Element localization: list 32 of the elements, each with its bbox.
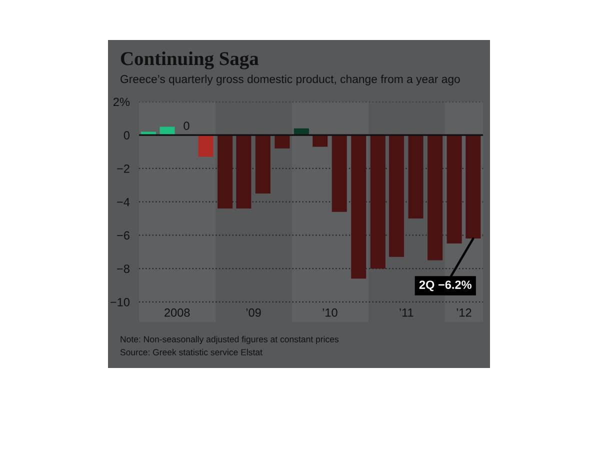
bar bbox=[446, 135, 462, 244]
y-tick-label: −6 bbox=[117, 231, 130, 240]
chart-title: Continuing Saga bbox=[120, 52, 259, 70]
x-tick-label: ’11 bbox=[400, 308, 414, 317]
y-tick-label: −4 bbox=[117, 198, 130, 206]
bar bbox=[389, 135, 404, 257]
bar bbox=[198, 135, 214, 157]
chart-subtitle: Greece’s quarterly gross domestic product, change from a year ago bbox=[120, 74, 460, 86]
y-tick-label: −2 bbox=[117, 164, 130, 173]
annotation: 2Q −6.2% bbox=[419, 280, 472, 292]
bar bbox=[351, 135, 366, 279]
y-tick-label: −10 bbox=[110, 298, 130, 306]
bar bbox=[218, 135, 233, 209]
x-tick-label: ’12 bbox=[456, 308, 472, 317]
bar bbox=[408, 135, 424, 219]
y-tick-label: 2% bbox=[114, 98, 130, 106]
bar bbox=[312, 135, 328, 147]
bar bbox=[236, 135, 252, 209]
text: Note: Non-seasonally adjusted figures at constant prices bbox=[120, 336, 339, 344]
x-tick-label: 2008 bbox=[164, 308, 190, 317]
bar bbox=[370, 135, 386, 269]
bar bbox=[255, 135, 270, 194]
y-tick-label: 0 bbox=[124, 131, 130, 140]
bar bbox=[466, 135, 481, 239]
bar bbox=[332, 135, 347, 212]
y-tick-label: −8 bbox=[117, 264, 130, 273]
bar bbox=[274, 135, 290, 148]
x-tick-label: ’09 bbox=[246, 308, 261, 317]
source-note: Source: Greek statistic service Elstat bbox=[120, 348, 262, 356]
bar bbox=[428, 135, 443, 260]
data-label: 0 bbox=[184, 122, 190, 130]
x-tick-label: ’10 bbox=[322, 308, 338, 317]
